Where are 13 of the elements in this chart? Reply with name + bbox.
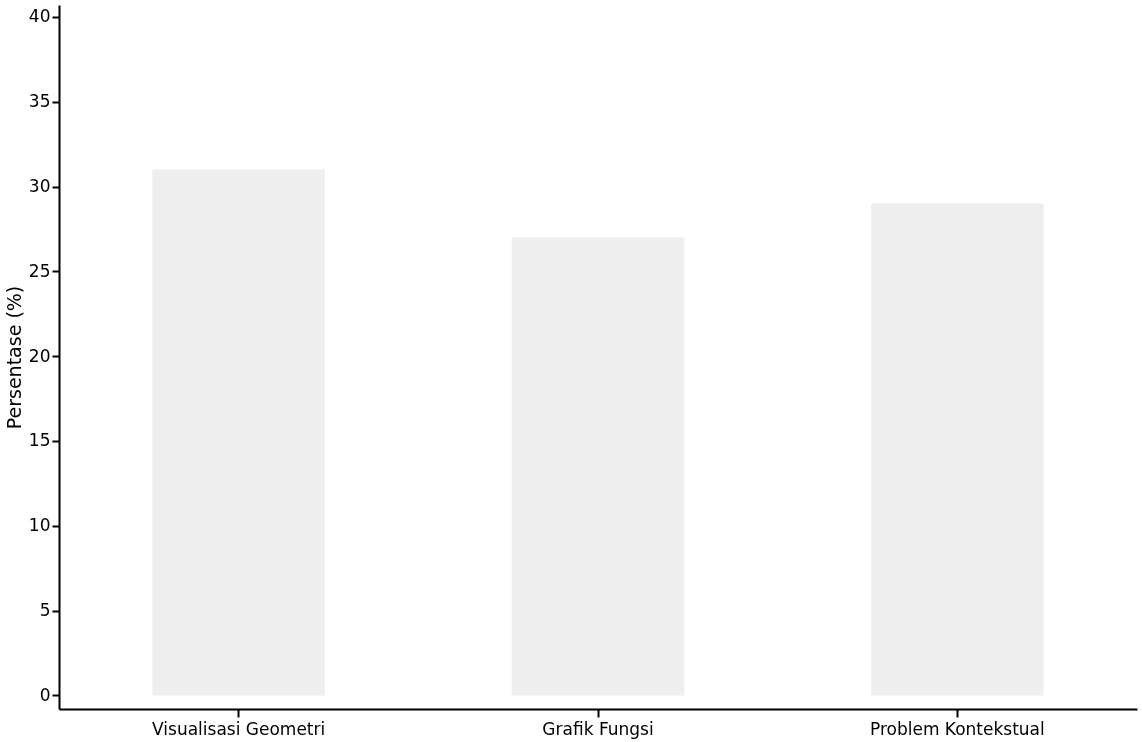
y-tick-label: 10: [28, 515, 51, 536]
x-tick-label: Problem Kontekstual: [869, 718, 1045, 739]
y-tick-label: 40: [28, 6, 51, 27]
y-tick-label: 25: [28, 260, 51, 281]
y-tick-label: 35: [28, 91, 51, 112]
y-axis-title: Persentase (%): [2, 285, 25, 430]
y-tick-label: 20: [28, 345, 51, 366]
y-tick-label: 15: [28, 430, 51, 451]
y-tick-label: 5: [39, 600, 51, 621]
y-tick-label: 30: [28, 176, 51, 197]
x-tick-label: Grafik Fungsi: [542, 718, 654, 739]
x-tick-label: Visualisasi Geometri: [152, 718, 326, 739]
y-tick-label: 0: [39, 684, 51, 705]
